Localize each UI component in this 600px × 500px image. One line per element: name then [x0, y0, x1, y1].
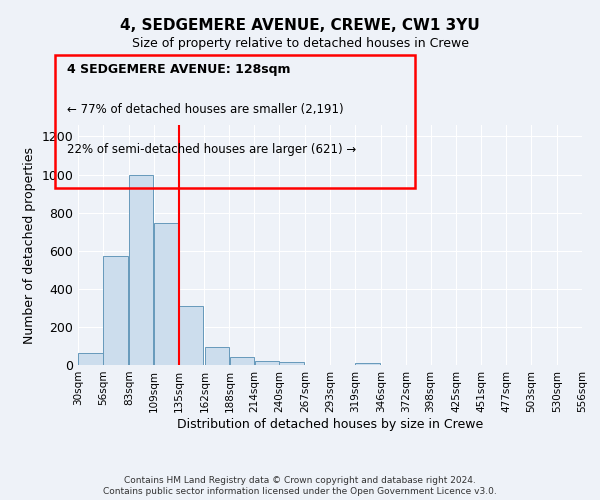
Bar	[103, 256, 128, 365]
Text: Contains public sector information licensed under the Open Government Licence v3: Contains public sector information licen…	[103, 487, 497, 496]
Text: Contains HM Land Registry data © Crown copyright and database right 2024.: Contains HM Land Registry data © Crown c…	[124, 476, 476, 485]
Bar	[355, 363, 380, 365]
Bar	[78, 352, 103, 365]
Bar	[254, 361, 279, 365]
Bar	[179, 306, 203, 365]
Text: Size of property relative to detached houses in Crewe: Size of property relative to detached ho…	[131, 38, 469, 51]
Text: 22% of semi-detached houses are larger (621) →: 22% of semi-detached houses are larger (…	[67, 143, 356, 156]
Y-axis label: Number of detached properties: Number of detached properties	[23, 146, 36, 344]
Text: 4 SEDGEMERE AVENUE: 128sqm: 4 SEDGEMERE AVENUE: 128sqm	[67, 62, 290, 76]
X-axis label: Distribution of detached houses by size in Crewe: Distribution of detached houses by size …	[177, 418, 483, 430]
Bar	[129, 174, 154, 365]
Bar	[280, 362, 304, 365]
Bar	[230, 358, 254, 365]
Text: 4, SEDGEMERE AVENUE, CREWE, CW1 3YU: 4, SEDGEMERE AVENUE, CREWE, CW1 3YU	[120, 18, 480, 32]
Bar	[154, 223, 178, 365]
Bar	[205, 347, 229, 365]
Text: ← 77% of detached houses are smaller (2,191): ← 77% of detached houses are smaller (2,…	[67, 102, 344, 116]
